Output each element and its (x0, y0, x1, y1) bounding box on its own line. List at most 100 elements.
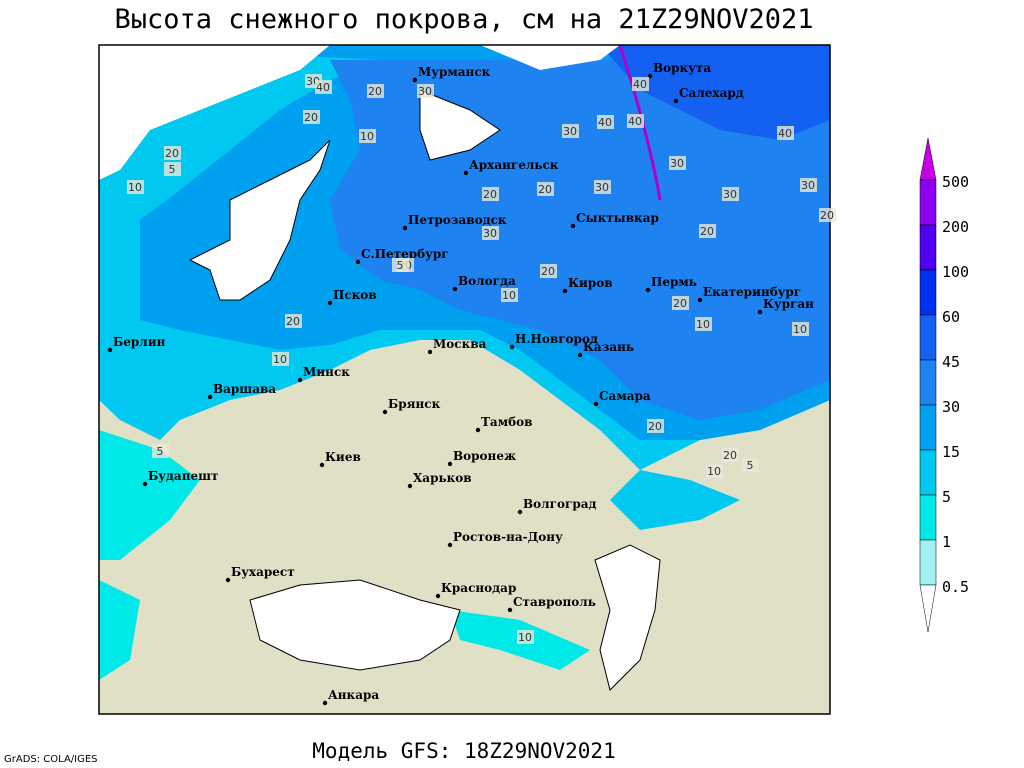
contour-label-box (777, 126, 794, 140)
contour-label: 30 (418, 85, 432, 98)
credit: GrADS: COLA/IGES (4, 754, 98, 765)
city-dot (570, 223, 576, 229)
contour-label-box (672, 296, 689, 310)
city-label: Курган (763, 297, 814, 311)
city-dot (517, 509, 523, 515)
contour-label-box (417, 84, 434, 98)
city-dot (447, 542, 453, 548)
contour-label: 40 (316, 81, 330, 94)
contour-label-box (127, 180, 144, 194)
city-label: Воронеж (453, 449, 516, 463)
city-label: Псков (333, 288, 377, 302)
legend-level: 60 (942, 308, 960, 326)
city-label: Краснодар (441, 581, 516, 595)
city-label: Киев (325, 450, 361, 464)
legend-level: 15 (942, 443, 960, 461)
contour-label-box (537, 182, 554, 196)
city-dot (475, 427, 481, 433)
contour-label: 30 (723, 188, 737, 201)
contour-label: 5 (747, 459, 754, 472)
city-label: Ставрополь (513, 595, 596, 609)
city-dot (673, 98, 679, 104)
city-label: Мурманск (418, 65, 491, 79)
contour-label-box (695, 317, 712, 331)
contour-label: 10 (707, 465, 721, 478)
contour-label-box (699, 224, 716, 238)
contour-label: 20 (538, 183, 552, 196)
model-label: Модель GFS: 18Z29NOV2021 (312, 739, 615, 763)
city-label: Вологда (458, 274, 516, 288)
contour-label: 20 (723, 449, 737, 462)
contour-label-box (627, 114, 644, 128)
contour-label-box (706, 464, 723, 478)
contour-label-box (722, 448, 739, 462)
contour-label-box (792, 322, 809, 336)
city-label: Воркута (653, 61, 711, 75)
city-dot (435, 593, 441, 599)
city-label: Петрозаводск (408, 213, 507, 227)
city-dot (225, 577, 231, 583)
contour-label: 20 (700, 225, 714, 238)
contour-label-box (303, 110, 320, 124)
city-label: Волгоград (523, 497, 596, 511)
legend-level: 200 (942, 218, 969, 236)
contour-label: 40 (633, 78, 647, 91)
contour-label-box (164, 146, 181, 160)
city-label: Варшава (213, 382, 276, 396)
city-label: Анкара (328, 688, 379, 702)
contour-label: 10 (273, 353, 287, 366)
contour-label: 20 (304, 111, 318, 124)
city-dot (142, 481, 148, 487)
city-dot (645, 287, 651, 293)
contour-label-box (164, 162, 181, 176)
city-label: Н.Новгород (515, 332, 598, 346)
contour-label-box (501, 288, 518, 302)
contour-label: 30 (483, 227, 497, 240)
contour-label-box (722, 187, 739, 201)
city-label: Харьков (413, 471, 472, 485)
city-dot (319, 462, 325, 468)
title: Высота снежного покрова, см на 21Z29NOV2… (115, 4, 814, 35)
city-dot (412, 77, 418, 83)
contour-label-box (540, 264, 557, 278)
contour-label: 5 (157, 445, 164, 458)
contour-label: 20 (541, 265, 555, 278)
map-frame (98, 44, 831, 715)
contour-label-box (819, 208, 836, 222)
contour-label: 30 (801, 179, 815, 192)
contour-label-box (562, 124, 579, 138)
cities: Мурманск Воркута Салехард Архангельск Сыктыв… (107, 61, 814, 706)
legend-level: 45 (942, 353, 960, 371)
contour-label: 30 (595, 181, 609, 194)
contour-label: 40 (598, 116, 612, 129)
city-dot (697, 297, 703, 303)
contour-label: 10 (696, 318, 710, 331)
city-dot (402, 225, 408, 231)
contour-label: 40 (778, 127, 792, 140)
map (99, 45, 830, 714)
legend-level: 30 (942, 398, 960, 416)
city-dot (107, 347, 113, 353)
city-dot (407, 483, 413, 489)
city-dot (509, 344, 515, 350)
city-label: Берлин (113, 335, 166, 349)
city-label: Казань (583, 340, 634, 354)
city-label: Бухарест (231, 565, 295, 579)
contour-label-box (800, 178, 817, 192)
contour-label-box (482, 226, 499, 240)
city-dot (427, 349, 433, 355)
city-dot (757, 309, 763, 315)
contour-label: 20 (483, 188, 497, 201)
contour-label: 10 (502, 289, 516, 302)
contour-label-box (594, 180, 611, 194)
contour-label: 20 (820, 209, 834, 222)
contour-label: 5 (397, 259, 404, 272)
city-dot (447, 461, 453, 467)
legend-level: 0.5 (942, 578, 969, 596)
city-label: С.Петербург (361, 247, 449, 261)
city-label: Киров (568, 276, 613, 290)
contour-label: 20 (165, 147, 179, 160)
contour-label: 20 (286, 315, 300, 328)
contour-label-box (517, 630, 534, 644)
contour-label-box (597, 115, 614, 129)
